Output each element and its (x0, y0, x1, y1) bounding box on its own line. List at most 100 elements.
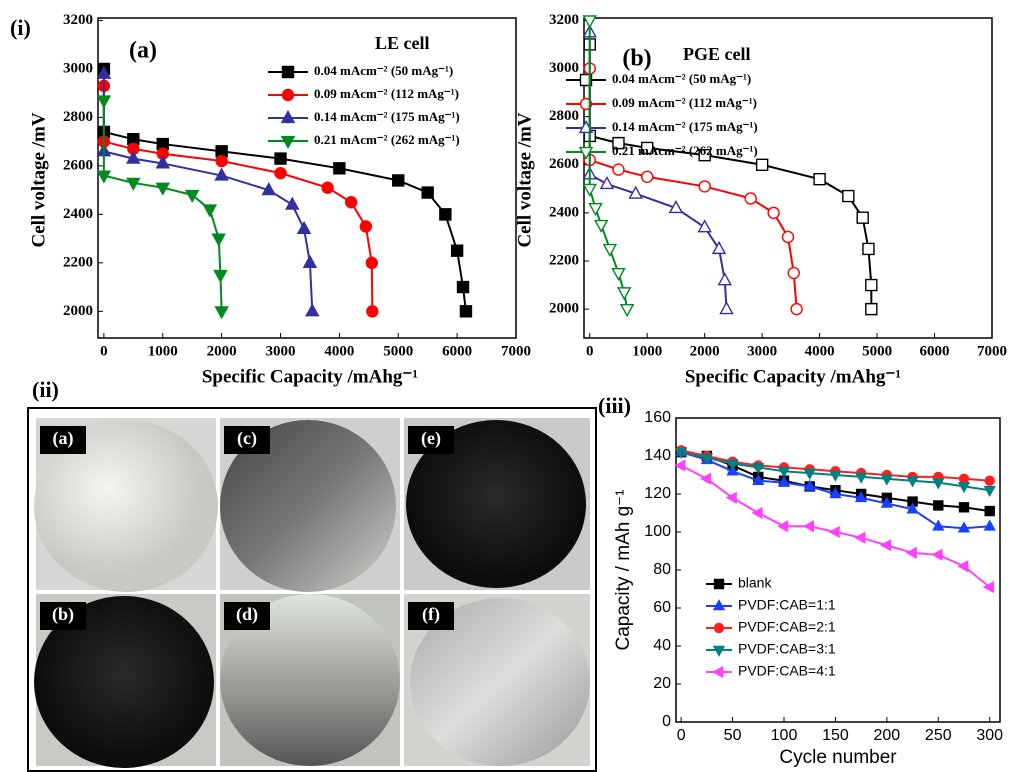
x-tick-label: 5000 (383, 343, 413, 359)
y-tick-label: 40 (653, 637, 671, 654)
legend-marker (282, 111, 294, 122)
marker (216, 156, 227, 167)
y-tick-label: 2000 (63, 303, 93, 319)
series-line (104, 74, 312, 312)
y-tick-label: 120 (644, 485, 671, 502)
x-tick-label: 4000 (805, 343, 835, 359)
x-tick-label: 6000 (442, 343, 472, 359)
marker (745, 193, 756, 204)
marker (204, 205, 216, 216)
y-tick-label: 2200 (63, 254, 93, 270)
y-tick-label: 3200 (63, 12, 93, 28)
legend-label: PVDF:CAB=4:1 (738, 663, 836, 679)
legend-label: 0.09 mAcm⁻² (112 mAg⁻¹) (314, 86, 459, 101)
marker (757, 159, 768, 170)
marker (275, 168, 286, 179)
marker (934, 501, 943, 510)
photo-label: (a) (53, 428, 74, 449)
marker (857, 212, 868, 223)
legend-marker (715, 580, 724, 589)
marker (334, 163, 345, 174)
marker (863, 243, 874, 254)
marker (866, 280, 877, 291)
marker (584, 184, 596, 195)
marker (213, 234, 225, 245)
chart: 050100150200250300020406080100120140160C… (613, 409, 1003, 768)
marker (960, 474, 969, 483)
y-tick-label: 2200 (549, 252, 579, 268)
marker (933, 521, 943, 530)
legend-marker (714, 667, 723, 677)
marker (98, 96, 110, 107)
x-tick-label: 6000 (920, 343, 950, 359)
y-tick-label: 80 (653, 561, 671, 578)
y-tick-label: 160 (644, 409, 671, 426)
marker (985, 476, 994, 485)
y-tick-label: 140 (644, 447, 671, 464)
marker (360, 221, 371, 232)
marker (366, 257, 377, 268)
marker (699, 221, 711, 232)
panel-label: (iii) (598, 393, 631, 418)
y-tick-label: 2400 (549, 204, 579, 220)
marker (960, 503, 969, 512)
legend-marker (715, 624, 724, 633)
x-tick-label: 3000 (747, 343, 777, 359)
marker (779, 521, 788, 531)
y-axis-title: Cell voltage /mV (28, 112, 49, 247)
marker (584, 16, 596, 27)
x-tick-label: 5000 (862, 343, 892, 359)
x-tick-label: 7000 (501, 343, 531, 359)
legend-label: PVDF:CAB=1:1 (738, 597, 836, 613)
legend-title: LE cell (375, 33, 430, 53)
marker (393, 175, 404, 186)
y-tick-label: 2600 (549, 156, 579, 172)
marker (814, 174, 825, 185)
y-tick-label: 2800 (549, 108, 579, 124)
x-tick-label: 100 (771, 727, 798, 744)
x-tick-label: 2000 (207, 343, 237, 359)
y-tick-label: 2600 (63, 157, 93, 173)
marker (788, 268, 799, 279)
x-axis-title: Cycle number (779, 747, 897, 768)
marker (422, 187, 433, 198)
marker (985, 507, 994, 516)
marker (458, 282, 469, 293)
legend-label: PVDF:CAB=3:1 (738, 641, 836, 657)
marker (791, 304, 802, 315)
plot-frame (98, 18, 516, 338)
legend-title: PGE cell (683, 44, 750, 64)
marker (881, 540, 890, 550)
marker (804, 521, 813, 531)
marker (613, 164, 624, 175)
marker (843, 191, 854, 202)
marker (701, 474, 710, 484)
y-tick-label: 3000 (63, 60, 93, 76)
x-tick-label: 1000 (148, 343, 178, 359)
marker (306, 305, 318, 316)
marker (642, 171, 653, 182)
panel-label: (i) (10, 15, 31, 40)
marker (214, 271, 226, 282)
legend-label: 0.04 mAcm⁻² (50 mAg⁻¹) (612, 71, 751, 86)
y-tick-label: 3000 (549, 60, 579, 76)
panel-label: (a) (129, 38, 157, 64)
marker (595, 221, 607, 232)
photo-label: (f) (422, 604, 440, 625)
marker (440, 209, 451, 220)
legend-label: PVDF:CAB=2:1 (738, 619, 836, 635)
chart: 0100020003000400050006000700020002200240… (28, 12, 531, 387)
x-axis-title: Specific Capacity /mAhg⁻¹ (202, 366, 418, 387)
x-tick-label: 300 (976, 727, 1003, 744)
marker (676, 461, 685, 471)
marker (612, 269, 624, 280)
marker (720, 303, 732, 314)
legend-label: 0.21 mAcm⁻² (262 mAg⁻¹) (612, 143, 758, 158)
marker (959, 561, 968, 571)
marker (286, 198, 298, 209)
panel-label: (b) (622, 46, 651, 72)
y-tick-label: 3200 (549, 12, 579, 28)
marker (275, 153, 286, 164)
marker (985, 521, 995, 530)
